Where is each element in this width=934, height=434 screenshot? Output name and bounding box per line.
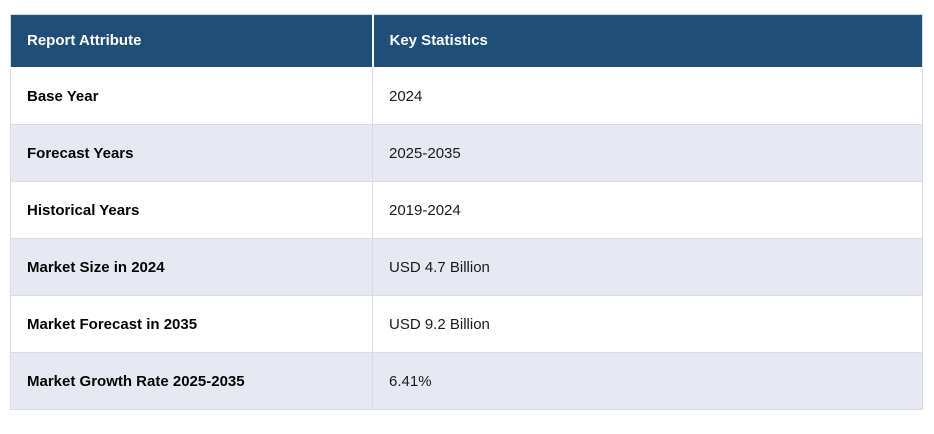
key-statistic-cell: USD 4.7 Billion (372, 238, 923, 296)
report-attribute-cell: Market Size in 2024 (10, 238, 373, 296)
column-header-report-attribute: Report Attribute (10, 14, 374, 69)
report-attribute-cell: Forecast Years (10, 124, 373, 182)
table-row: Market Growth Rate 2025-2035 6.41% (10, 352, 923, 410)
key-statistic-cell: 6.41% (372, 352, 923, 410)
key-statistic-cell: USD 9.2 Billion (372, 295, 923, 353)
table-row: Market Size in 2024 USD 4.7 Billion (10, 238, 923, 296)
table-row: Base Year 2024 (10, 67, 923, 125)
table-header-row: Report Attribute Key Statistics (10, 14, 923, 69)
table-row: Market Forecast in 2035 USD 9.2 Billion (10, 295, 923, 353)
report-attribute-cell: Historical Years (10, 181, 373, 239)
report-statistics-table-container: Report Attribute Key Statistics Base Yea… (10, 14, 923, 410)
report-attribute-cell: Base Year (10, 67, 373, 125)
table-row: Forecast Years 2025-2035 (10, 124, 923, 182)
column-header-key-statistics: Key Statistics (372, 14, 923, 69)
table-row: Historical Years 2019-2024 (10, 181, 923, 239)
key-statistic-cell: 2019-2024 (372, 181, 923, 239)
table-body: Base Year 2024 Forecast Years 2025-2035 Hist… (10, 67, 923, 410)
key-statistic-cell: 2025-2035 (372, 124, 923, 182)
report-statistics-table: Report Attribute Key Statistics Base Yea… (10, 14, 923, 410)
report-attribute-cell: Market Growth Rate 2025-2035 (10, 352, 373, 410)
report-attribute-cell: Market Forecast in 2035 (10, 295, 373, 353)
key-statistic-cell: 2024 (372, 67, 923, 125)
